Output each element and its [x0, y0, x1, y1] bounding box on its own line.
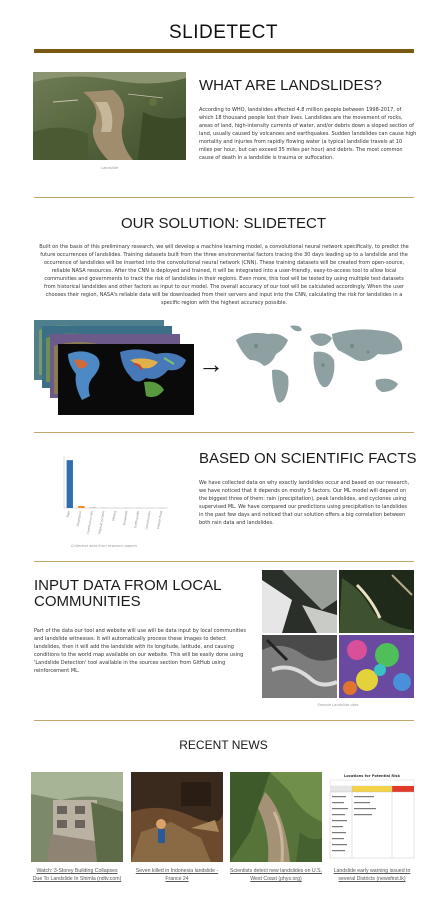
landslides-body: According to WHO, landslides affected 4.…	[199, 107, 417, 161]
world-risk-map	[228, 320, 414, 415]
risk-table-title: Locations for Potential Risk	[344, 774, 400, 778]
community-body: Part of the data our tool and website wi…	[34, 628, 246, 674]
landslides-heading: WHAT ARE LANDSLIDES?	[199, 77, 382, 94]
news-link[interactable]: Seven killed in Indonesia landslide - Fr…	[135, 868, 219, 882]
transform-arrow-icon: →	[198, 349, 224, 379]
chart-bar	[89, 507, 97, 508]
landslide-photo	[33, 72, 186, 160]
recent-news-heading: RECENT NEWS	[179, 738, 268, 752]
news-link[interactable]: Landslide early warning issued to severa…	[333, 868, 411, 882]
facts-body: We have collected data on why exactly la…	[199, 480, 410, 526]
chart-tick-label: Earthquake	[133, 510, 140, 528]
chart-bar	[124, 507, 131, 509]
chart-bar	[135, 507, 143, 509]
chart-tick-label: Continuous rain	[86, 510, 94, 534]
landslide-causes-chart: Rain Downpour Continuous rain Tropical cycl…	[34, 450, 174, 538]
news-link[interactable]: Scientists detect new landslides on U.S.…	[230, 868, 322, 882]
news-card[interactable]: Locations for Potential Risk Landslide e…	[326, 772, 418, 883]
chart-tick-label: Tropical cyclone	[97, 510, 105, 535]
chart-tick-label: Snowmelt	[122, 510, 129, 526]
site-title: SLIDETECT	[168, 22, 279, 43]
section-divider	[34, 561, 414, 562]
news-card[interactable]: Scientists detect new landslides on U.S.…	[230, 772, 322, 883]
section-divider	[34, 720, 414, 721]
news-card[interactable]: Seven killed in Indonesia landslide - Fr…	[131, 772, 223, 883]
chart-bar	[78, 506, 85, 508]
chart-tick-label: Construction	[144, 510, 151, 530]
news-thumbnail[interactable]	[230, 772, 322, 862]
news-thumbnail[interactable]: Locations for Potential Risk	[326, 772, 418, 862]
solution-body: Built on the basis of this preliminary r…	[39, 244, 409, 306]
chart-tick-label: Rain	[66, 510, 71, 517]
chart-bar	[159, 507, 166, 509]
landslide-caption: Landslide	[100, 166, 119, 170]
news-thumbnail[interactable]	[131, 772, 223, 862]
facts-heading: BASED ON SCIENTIFIC FACTS	[199, 450, 417, 467]
section-divider	[34, 432, 414, 433]
community-heading: INPUT DATA FROM LOCAL COMMUNITIES	[34, 577, 221, 611]
sample-landslide-images	[262, 570, 414, 698]
news-link[interactable]: Watch: 3-Storey Building Collapses Due T…	[32, 868, 122, 882]
chart-tick-label: Mining	[111, 510, 117, 521]
news-thumbnail[interactable]	[31, 772, 123, 862]
solution-heading: OUR SOLUTION: SLIDETECT	[120, 215, 327, 232]
community-caption: Sample Landslide data	[317, 703, 359, 707]
chart-bar	[66, 460, 73, 508]
news-card[interactable]: Watch: 3-Storey Building Collapses Due T…	[31, 772, 123, 883]
chart-bar	[112, 507, 120, 509]
chart-bar	[147, 507, 154, 509]
stacked-raster-maps	[34, 320, 194, 415]
title-underline	[34, 49, 414, 53]
section-divider	[34, 197, 414, 198]
chart-tick-label: Downpour	[76, 510, 83, 527]
chart-bar	[101, 507, 108, 509]
facts-caption: Collected data from research papers	[71, 544, 137, 548]
chart-tick-label: Freeze thaw	[156, 510, 163, 529]
